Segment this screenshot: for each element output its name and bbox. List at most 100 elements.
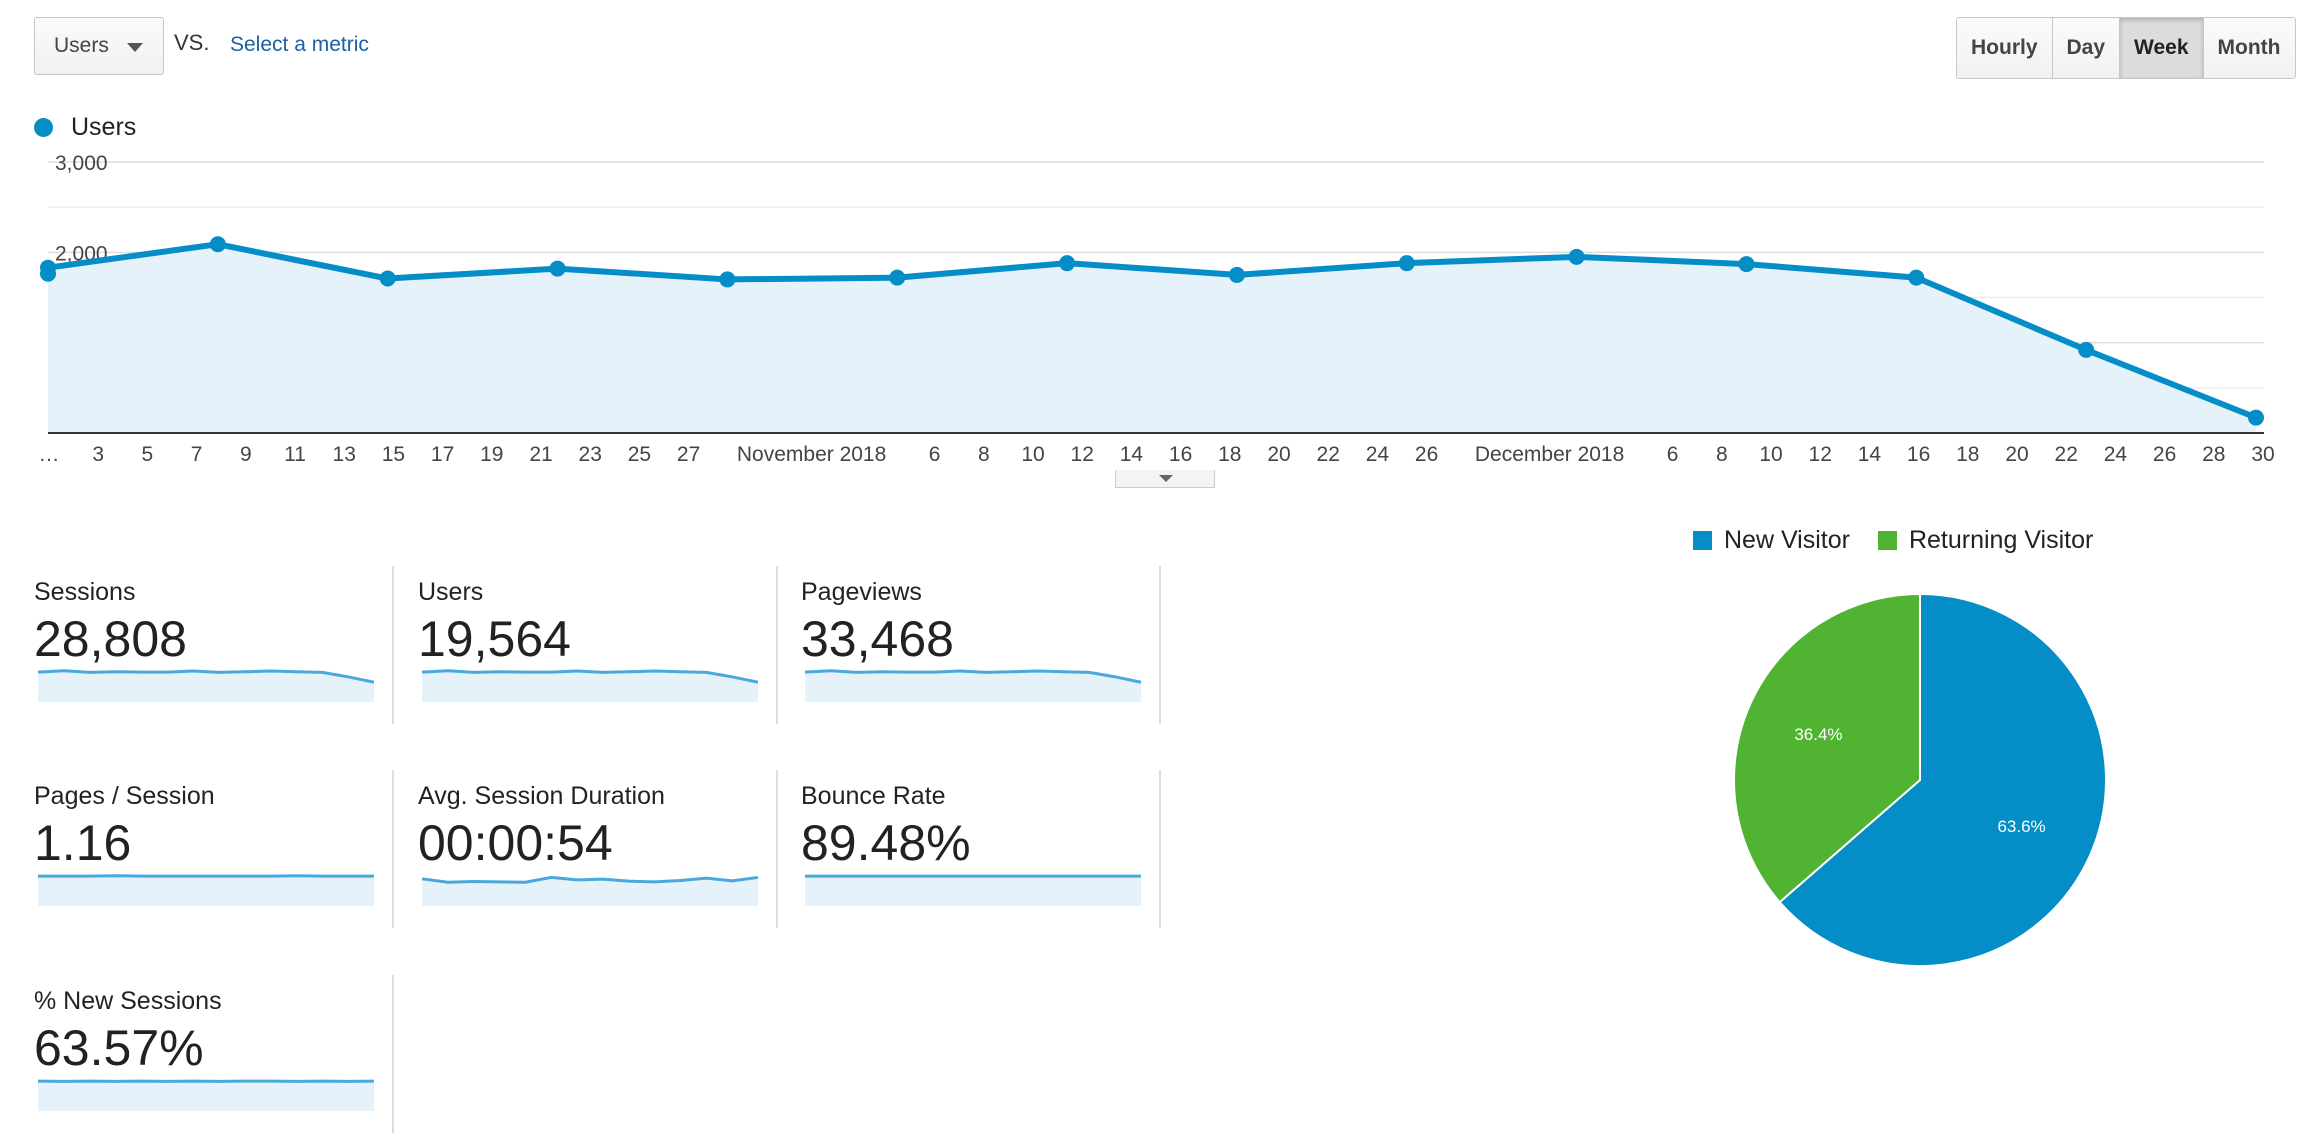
legend-swatch-new: [1693, 531, 1712, 550]
x-tick-label: …: [39, 443, 60, 466]
compare-metric-link[interactable]: Select a metric: [230, 33, 369, 57]
day-button[interactable]: Day: [2053, 18, 2121, 78]
chart-collapse-handle[interactable]: [1115, 470, 1215, 488]
scorecard-label: Pageviews: [801, 578, 922, 607]
x-tick-label: 24: [1366, 443, 1390, 466]
x-tick-label: 6: [1667, 443, 1679, 466]
data-point[interactable]: [210, 236, 226, 252]
data-point-edge: [40, 266, 56, 282]
scorecard-value: 28,808: [34, 610, 187, 668]
series-area: [48, 244, 2256, 433]
x-tick-label: 19: [480, 443, 503, 466]
x-tick-label: 17: [431, 443, 454, 466]
data-point[interactable]: [1399, 255, 1415, 271]
x-tick-label: 12: [1071, 443, 1094, 466]
sparkline: [803, 664, 1145, 704]
legend-swatch-returning: [1878, 531, 1897, 550]
sparkline: [36, 1073, 378, 1113]
data-point[interactable]: [889, 270, 905, 286]
hourly-button[interactable]: Hourly: [1957, 18, 2053, 78]
scorecard-tile[interactable]: Sessions 28,808: [34, 566, 394, 724]
data-point[interactable]: [719, 271, 735, 287]
x-tick-label: 8: [978, 443, 990, 466]
x-tick-label: 14: [1120, 443, 1144, 466]
data-point[interactable]: [550, 261, 566, 277]
x-tick-label: 6: [929, 443, 941, 466]
vs-label: VS.: [174, 30, 209, 56]
x-tick-label: 23: [579, 443, 602, 466]
sparkline-area: [38, 1081, 374, 1111]
sparkline-area: [38, 671, 374, 702]
x-tick-label: 13: [333, 443, 356, 466]
x-tick-label: 28: [2202, 443, 2225, 466]
sparkline: [36, 868, 378, 908]
scorecard-label: Sessions: [34, 578, 135, 607]
x-tick-label: 24: [2104, 443, 2128, 466]
data-point[interactable]: [1059, 255, 1075, 271]
x-tick-label: 16: [1169, 443, 1192, 466]
x-tick-label: 12: [1809, 443, 1832, 466]
x-tick-label: 20: [1267, 443, 1290, 466]
sparkline-area: [805, 876, 1141, 906]
scorecard-tile[interactable]: Avg. Session Duration 00:00:54: [418, 770, 778, 928]
data-point[interactable]: [1908, 270, 1924, 286]
period-button-group: Hourly Day Week Month: [1956, 17, 2296, 79]
x-tick-label: 25: [628, 443, 651, 466]
data-point[interactable]: [380, 271, 396, 287]
sparkline-area: [38, 876, 374, 906]
users-line-chart: 3,0002,0001,000…3579111315171921232527No…: [0, 150, 2324, 470]
data-point[interactable]: [1569, 249, 1585, 265]
scorecard-value: 00:00:54: [418, 814, 613, 872]
scorecard-value: 33,468: [801, 610, 954, 668]
x-tick-label: 26: [1415, 443, 1438, 466]
scorecard-label: Bounce Rate: [801, 782, 946, 811]
chevron-down-icon: [127, 43, 143, 52]
visitor-type-pie-chart: 63.6%36.4%: [1700, 580, 2140, 1020]
main-chart-legend: Users: [34, 113, 136, 142]
metric-select-value: Users: [54, 34, 109, 58]
x-tick-label: 18: [1956, 443, 1979, 466]
x-tick-label: 11: [284, 443, 306, 466]
month-button[interactable]: Month: [2204, 18, 2295, 78]
legend-label-new: New Visitor: [1724, 526, 1850, 555]
week-button[interactable]: Week: [2120, 18, 2203, 78]
x-tick-label: 10: [1021, 443, 1044, 466]
y-tick-label: 3,000: [55, 152, 108, 175]
data-point[interactable]: [2248, 410, 2264, 426]
x-tick-label: 14: [1858, 443, 1882, 466]
data-point[interactable]: [2078, 342, 2094, 358]
scorecard-label: Avg. Session Duration: [418, 782, 665, 811]
x-tick-label: 5: [142, 443, 154, 466]
series-color-dot: [34, 118, 53, 137]
scorecard-tile[interactable]: Pageviews 33,468: [801, 566, 1161, 724]
x-tick-label: December 2018: [1475, 443, 1624, 466]
data-point[interactable]: [1229, 267, 1245, 283]
sparkline: [36, 664, 378, 704]
pie-legend-item-returning: Returning Visitor: [1878, 526, 2093, 555]
sparkline: [420, 664, 762, 704]
data-point[interactable]: [1738, 256, 1754, 272]
x-tick-label: 30: [2251, 443, 2274, 466]
scorecard-tile[interactable]: Bounce Rate 89.48%: [801, 770, 1161, 928]
metric-select[interactable]: Users: [34, 17, 164, 75]
pie-legend-item-new: New Visitor: [1693, 526, 1850, 555]
sparkline: [420, 868, 762, 908]
scorecard-tile[interactable]: Users 19,564: [418, 566, 778, 724]
scorecard-value: 63.57%: [34, 1019, 204, 1077]
x-tick-label: 9: [240, 443, 252, 466]
scorecard-value: 19,564: [418, 610, 571, 668]
x-tick-label: 7: [191, 443, 203, 466]
x-tick-label: 16: [1907, 443, 1930, 466]
scorecard-label: Pages / Session: [34, 782, 215, 811]
x-tick-label: 27: [677, 443, 700, 466]
x-tick-label: 15: [382, 443, 405, 466]
x-tick-label: 22: [1317, 443, 1340, 466]
collapse-arrow-icon: [1159, 475, 1173, 482]
x-tick-label: November 2018: [737, 443, 886, 466]
scorecard-label: Users: [418, 578, 483, 607]
pie-legend: New Visitor Returning Visitor: [1693, 526, 2121, 555]
sparkline-area: [805, 671, 1141, 702]
scorecard-value: 89.48%: [801, 814, 971, 872]
